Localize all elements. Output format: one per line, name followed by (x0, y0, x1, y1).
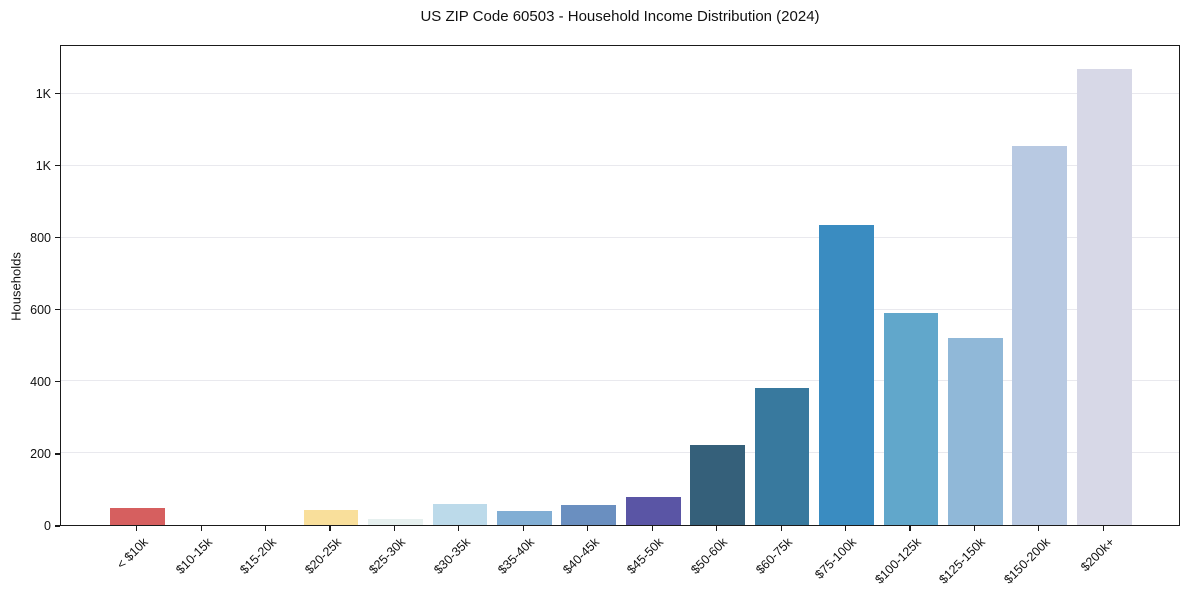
x-tick-mark (200, 526, 202, 531)
x-tick-mark (909, 526, 911, 531)
x-tick-mark (136, 526, 138, 531)
x-tick-mark (716, 526, 718, 531)
bar (819, 225, 874, 525)
bar (432, 504, 488, 525)
x-tick-mark (393, 526, 396, 531)
y-tick-mark (55, 237, 60, 239)
x-tick-mark (264, 526, 267, 531)
x-tick-mark (973, 526, 976, 531)
bar (625, 497, 681, 525)
x-tick-mark (458, 526, 460, 531)
y-tick-mark (55, 309, 60, 311)
bar (754, 387, 810, 525)
gridline (61, 93, 1179, 95)
bar (948, 338, 1003, 525)
bar (1076, 68, 1132, 525)
gridline (61, 380, 1179, 382)
bar (368, 518, 423, 525)
y-tick-label: 800 (30, 230, 51, 245)
bar (110, 508, 166, 525)
x-tick-mark (1038, 526, 1040, 531)
x-tick-mark (587, 526, 589, 531)
chart-title: US ZIP Code 60503 - Household Income Dis… (420, 8, 820, 25)
gridline (61, 236, 1179, 238)
x-tick-mark (329, 526, 331, 531)
gridline (61, 308, 1179, 310)
y-tick-label: 400 (30, 374, 51, 389)
bar (496, 510, 552, 525)
bar (883, 313, 939, 525)
bar (561, 505, 617, 525)
bar (303, 509, 359, 525)
y-tick-mark (55, 453, 60, 455)
y-tick-label: 1K (35, 86, 51, 101)
bar (690, 444, 746, 525)
y-tick-label: 0 (44, 519, 51, 533)
y-tick-mark (55, 381, 60, 383)
y-tick-label: 1K (35, 158, 51, 173)
x-tick-mark (844, 526, 847, 531)
x-tick-mark (651, 526, 653, 531)
y-tick-label: 600 (30, 302, 51, 317)
bar (1012, 146, 1068, 525)
gridline (61, 452, 1179, 454)
y-tick-label: 200 (30, 446, 51, 461)
y-tick-mark (55, 165, 60, 167)
plot-area (60, 45, 1180, 526)
x-tick-mark (522, 526, 524, 531)
gridline (61, 165, 1179, 167)
y-tick-mark (55, 525, 60, 527)
x-tick-mark (1102, 526, 1104, 531)
y-tick-mark (55, 93, 60, 95)
x-tick-mark (780, 526, 782, 531)
